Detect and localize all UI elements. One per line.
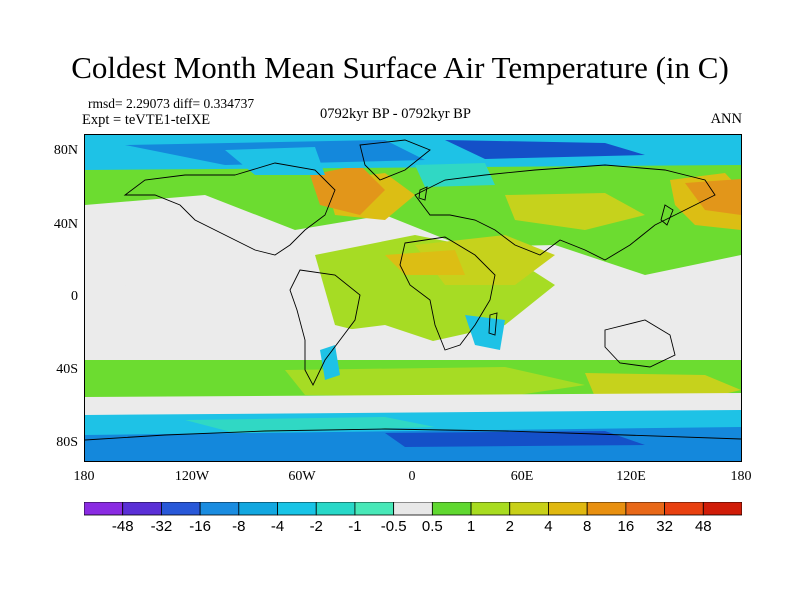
colorbar-label: 48 (694, 518, 712, 535)
field-patch-cyan (320, 345, 340, 380)
colorbar-swatch (702, 502, 742, 516)
colorbar-swatch (199, 502, 240, 516)
colorbar-swatch (354, 502, 395, 516)
colorbar-label: 1 (466, 518, 476, 535)
field-patch-darkblue (445, 140, 645, 159)
colorbar-label: 4 (544, 518, 553, 535)
period-label: 0792kyr BP - 0792kyr BP (320, 106, 471, 122)
colorbar-label: 0.5 (421, 518, 443, 535)
colorbar (84, 502, 742, 516)
field-patch-teal (415, 163, 495, 187)
colorbar-swatch (393, 502, 433, 516)
colorbar-label: -8 (232, 518, 246, 535)
colorbar-swatch (625, 502, 665, 516)
colorbar-label: -4 (270, 518, 285, 535)
colorbar-swatch (161, 502, 201, 516)
coastline-uk (418, 186, 428, 201)
field-patch-white (305, 325, 445, 370)
field-patch-teal (185, 417, 435, 433)
longitude-label: 60W (288, 469, 316, 484)
field-patch-yellow (385, 250, 465, 275)
colorbar-swatch (122, 502, 162, 516)
coastline-greenland (359, 139, 431, 181)
colorbar-label: -1 (348, 518, 362, 535)
longitude-label: 60E (510, 469, 534, 484)
colorbar-swatch (509, 502, 549, 516)
colorbar-swatch (470, 502, 511, 516)
colorbar-swatch (238, 502, 278, 516)
colorbar-label: 8 (583, 518, 592, 535)
coastline-north-america (123, 162, 336, 256)
longitude-label: 0 (408, 469, 416, 484)
colorbar-swatch (315, 502, 356, 516)
coastline-australia (604, 319, 676, 368)
coastlines (85, 139, 741, 441)
longitude-label: 180 (73, 469, 95, 484)
field-patch-darkblue (385, 431, 645, 447)
colorbar-label: -0.5 (380, 518, 407, 535)
field-patch-orange (310, 165, 385, 215)
colorbar-swatch (664, 502, 704, 516)
latitude-label: 80S (56, 435, 78, 450)
colorbar-label: 32 (656, 518, 673, 535)
latitude-label: 0 (71, 289, 78, 304)
coastline-africa (399, 236, 496, 351)
colorbar-label: -16 (189, 518, 211, 535)
colorbar-label: -48 (111, 518, 134, 535)
field-patch-cyan (225, 147, 325, 175)
map-panel (84, 134, 742, 462)
latitude-label: 40N (53, 217, 78, 232)
colorbar-label: -2 (309, 518, 323, 535)
latitude-label: 40S (56, 362, 78, 377)
colorbar-swatch (277, 502, 317, 516)
experiment-label: Expt = teVTE1-teIXE (82, 112, 211, 128)
field-patch-white (105, 230, 245, 295)
coastline-japan (660, 204, 674, 226)
longitude-label: 180 (730, 469, 752, 484)
coastline-eurasia (414, 164, 716, 261)
colorbar-label: 16 (617, 518, 635, 535)
coastline-antarctica (85, 428, 741, 441)
longitude-label: 120W (174, 469, 210, 484)
chart-title: Coldest Month Mean Surface Air Temperatu… (71, 50, 729, 85)
temperature-map (85, 135, 741, 461)
colorbar-swatch (84, 502, 124, 516)
colorbar-swatch (586, 502, 627, 516)
colorbar-swatch (431, 502, 472, 516)
colorbar-swatch (548, 502, 588, 516)
stats-text: rmsd= 2.29073 diff= 0.334737 (88, 96, 255, 111)
field-patch-lightgreen (285, 367, 585, 397)
field-patch-orange (685, 179, 741, 215)
colorbar-label: -32 (150, 518, 173, 535)
longitude-label: 120E (616, 469, 646, 484)
field-patch-cyan (465, 315, 505, 350)
colorbar-label: 2 (505, 518, 514, 535)
latitude-label: 80N (53, 143, 78, 158)
coastline-south-america (289, 269, 361, 386)
coastline-madagascar (488, 312, 498, 336)
season-label: ANN (710, 111, 742, 127)
field-patch-green (85, 145, 741, 275)
field-patch-yellowgreen (505, 193, 645, 230)
